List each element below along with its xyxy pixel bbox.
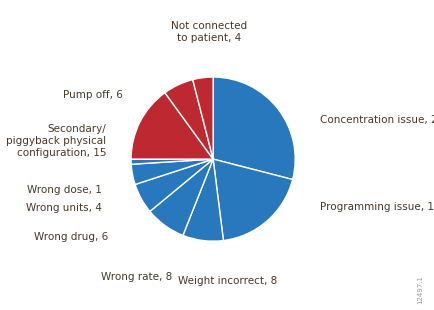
Wedge shape bbox=[150, 159, 213, 235]
Wedge shape bbox=[131, 93, 213, 159]
Text: Wrong drug, 6: Wrong drug, 6 bbox=[34, 232, 108, 242]
Wedge shape bbox=[131, 159, 213, 164]
Wedge shape bbox=[193, 77, 213, 159]
Text: Pump off, 6: Pump off, 6 bbox=[63, 90, 123, 100]
Text: Concentration issue, 29: Concentration issue, 29 bbox=[320, 115, 434, 125]
Text: Secondary/
piggyback physical
configuration, 15: Secondary/ piggyback physical configurat… bbox=[7, 124, 106, 158]
Text: Not connected
to patient, 4: Not connected to patient, 4 bbox=[171, 21, 247, 42]
Text: Wrong units, 4: Wrong units, 4 bbox=[26, 203, 102, 213]
Wedge shape bbox=[213, 77, 295, 179]
Text: Weight incorrect, 8: Weight incorrect, 8 bbox=[178, 276, 277, 286]
Text: Wrong dose, 1: Wrong dose, 1 bbox=[27, 185, 102, 195]
Wedge shape bbox=[213, 159, 293, 241]
Text: 12497.1: 12497.1 bbox=[417, 275, 423, 304]
Wedge shape bbox=[131, 159, 213, 184]
Wedge shape bbox=[183, 159, 224, 241]
Text: Wrong rate, 8: Wrong rate, 8 bbox=[101, 272, 172, 282]
Wedge shape bbox=[165, 80, 213, 159]
Wedge shape bbox=[135, 159, 213, 211]
Text: Programming issue, 19: Programming issue, 19 bbox=[320, 202, 434, 212]
